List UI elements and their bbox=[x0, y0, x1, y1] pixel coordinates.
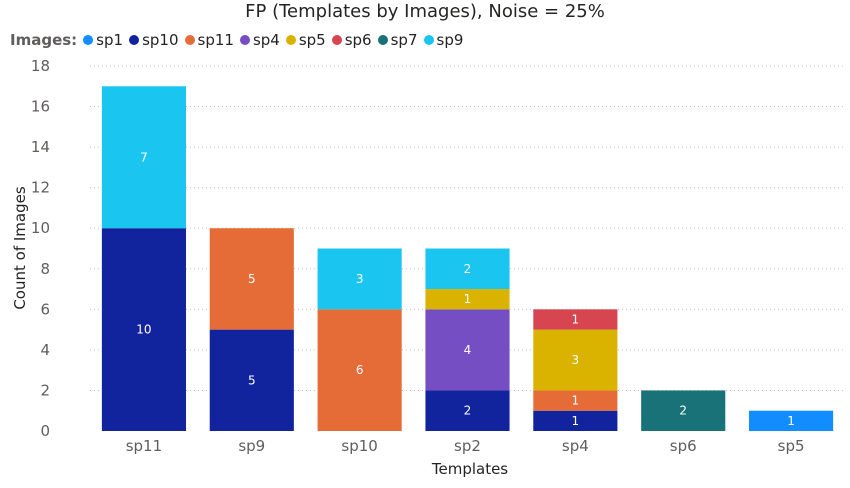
bar-segment-sp6-sp7 bbox=[641, 390, 726, 431]
x-tick-label: sp5 bbox=[778, 437, 805, 455]
legend-title: Images: bbox=[10, 31, 78, 49]
data-label-sp4-sp11: 1 bbox=[572, 394, 580, 408]
bar-segment-sp4-sp5 bbox=[533, 329, 618, 391]
y-tick-label: 4 bbox=[40, 341, 50, 359]
legend-marker bbox=[184, 35, 195, 45]
data-label-sp9-sp10: 5 bbox=[248, 373, 256, 387]
legend-item-sp4[interactable]: sp4 bbox=[239, 31, 280, 49]
legend-item-sp6[interactable]: sp6 bbox=[331, 31, 372, 49]
legend-label: sp6 bbox=[344, 31, 372, 49]
bar-segment-sp11-sp10 bbox=[101, 228, 186, 431]
bar-segment-sp10-sp9 bbox=[317, 248, 402, 310]
bar-segment-sp4-sp10 bbox=[533, 410, 618, 431]
data-label-sp2-sp9: 2 bbox=[464, 262, 472, 276]
data-label-sp2-sp5: 1 bbox=[464, 292, 472, 306]
y-tick-label: 16 bbox=[31, 98, 50, 116]
data-label-sp9-sp11: 5 bbox=[248, 272, 256, 286]
legend-label: sp1 bbox=[96, 31, 124, 49]
legend-item-sp7[interactable]: sp7 bbox=[377, 31, 418, 49]
legend-marker bbox=[129, 35, 140, 45]
legend-label: sp7 bbox=[390, 31, 418, 49]
data-label-sp10-sp9: 3 bbox=[356, 272, 364, 286]
x-tick-label: sp2 bbox=[454, 437, 481, 455]
data-label-sp11-sp9: 7 bbox=[140, 150, 148, 164]
legend: Images: sp1 sp10 sp11 sp4 sp5 sp6 sp7 sp9 bbox=[10, 30, 469, 50]
legend-marker bbox=[423, 35, 434, 45]
y-tick-label: 14 bbox=[31, 138, 50, 156]
legend-marker bbox=[331, 35, 342, 45]
legend-items: sp1 sp10 sp11 sp4 sp5 sp6 sp7 sp9 bbox=[83, 31, 469, 49]
legend-item-sp1[interactable]: sp1 bbox=[83, 31, 123, 49]
bar-segment-sp4-sp6 bbox=[533, 309, 618, 330]
data-label-sp4-sp10: 1 bbox=[572, 414, 580, 428]
legend-item-sp11[interactable]: sp11 bbox=[184, 31, 234, 49]
data-label-sp5-sp1: 1 bbox=[787, 414, 795, 428]
legend-item-sp10[interactable]: sp10 bbox=[129, 31, 179, 49]
y-tick-label: 10 bbox=[31, 219, 50, 237]
x-tick-label: sp10 bbox=[341, 437, 377, 455]
data-label-sp6-sp7: 2 bbox=[679, 404, 687, 418]
legend-marker bbox=[239, 35, 250, 45]
bar-segment-sp2-sp10 bbox=[425, 390, 510, 431]
legend-marker bbox=[285, 35, 296, 45]
bar-segment-sp9-sp11 bbox=[209, 228, 294, 330]
bar-segment-sp10-sp11 bbox=[317, 309, 402, 431]
legend-label: sp10 bbox=[142, 31, 179, 49]
bar-segment-sp2-sp5 bbox=[425, 289, 510, 310]
legend-item-sp5[interactable]: sp5 bbox=[285, 31, 326, 49]
legend-label: sp11 bbox=[197, 31, 234, 49]
y-tick-label: 12 bbox=[31, 179, 50, 197]
bar-segment-sp4-sp11 bbox=[533, 390, 618, 411]
y-tick-label: 8 bbox=[40, 260, 50, 278]
data-labels: 10 7 5 5 6 3 2 4 1 2 1 1 3 1 2 1 bbox=[136, 150, 795, 428]
y-axis-title: Count of Images bbox=[11, 186, 29, 310]
data-label-sp2-sp10: 2 bbox=[464, 404, 472, 418]
x-tick-label: sp9 bbox=[238, 437, 265, 455]
data-label-sp4-sp5: 3 bbox=[572, 353, 580, 367]
x-axis-ticks: sp11 sp9 sp10 sp2 sp4 sp6 sp5 bbox=[126, 437, 805, 455]
legend-marker bbox=[83, 35, 94, 45]
legend-label: sp4 bbox=[252, 31, 280, 49]
x-tick-label: sp11 bbox=[126, 437, 162, 455]
x-tick-label: sp4 bbox=[562, 437, 589, 455]
legend-label: sp5 bbox=[298, 31, 326, 49]
y-tick-label: 6 bbox=[40, 300, 50, 318]
y-tick-label: 0 bbox=[40, 422, 50, 440]
chart-title: FP (Templates by Images), Noise = 25% bbox=[245, 1, 605, 22]
x-axis-title: Templates bbox=[431, 460, 508, 478]
data-label-sp11-sp10: 10 bbox=[136, 323, 151, 337]
bar-segment-sp2-sp9 bbox=[425, 248, 510, 290]
x-tick-label: sp6 bbox=[670, 437, 697, 455]
y-tick-label: 18 bbox=[31, 57, 50, 75]
bar-segment-sp5-sp1 bbox=[749, 410, 834, 431]
bar-segment-sp11-sp9 bbox=[101, 86, 186, 229]
bar-segment-sp9-sp10 bbox=[209, 329, 294, 431]
y-tick-label: 2 bbox=[40, 381, 50, 399]
legend-item-sp9[interactable]: sp9 bbox=[423, 31, 464, 49]
legend-label: sp9 bbox=[436, 31, 464, 49]
data-label-sp10-sp11: 6 bbox=[356, 363, 364, 377]
bar-segment-sp2-sp4 bbox=[425, 309, 510, 391]
bars bbox=[101, 86, 834, 431]
legend-marker bbox=[377, 35, 388, 45]
y-axis-ticks: 0 2 4 6 8 10 12 14 16 18 bbox=[31, 57, 50, 440]
data-label-sp2-sp4: 4 bbox=[464, 343, 472, 357]
data-label-sp4-sp6: 1 bbox=[572, 312, 580, 326]
